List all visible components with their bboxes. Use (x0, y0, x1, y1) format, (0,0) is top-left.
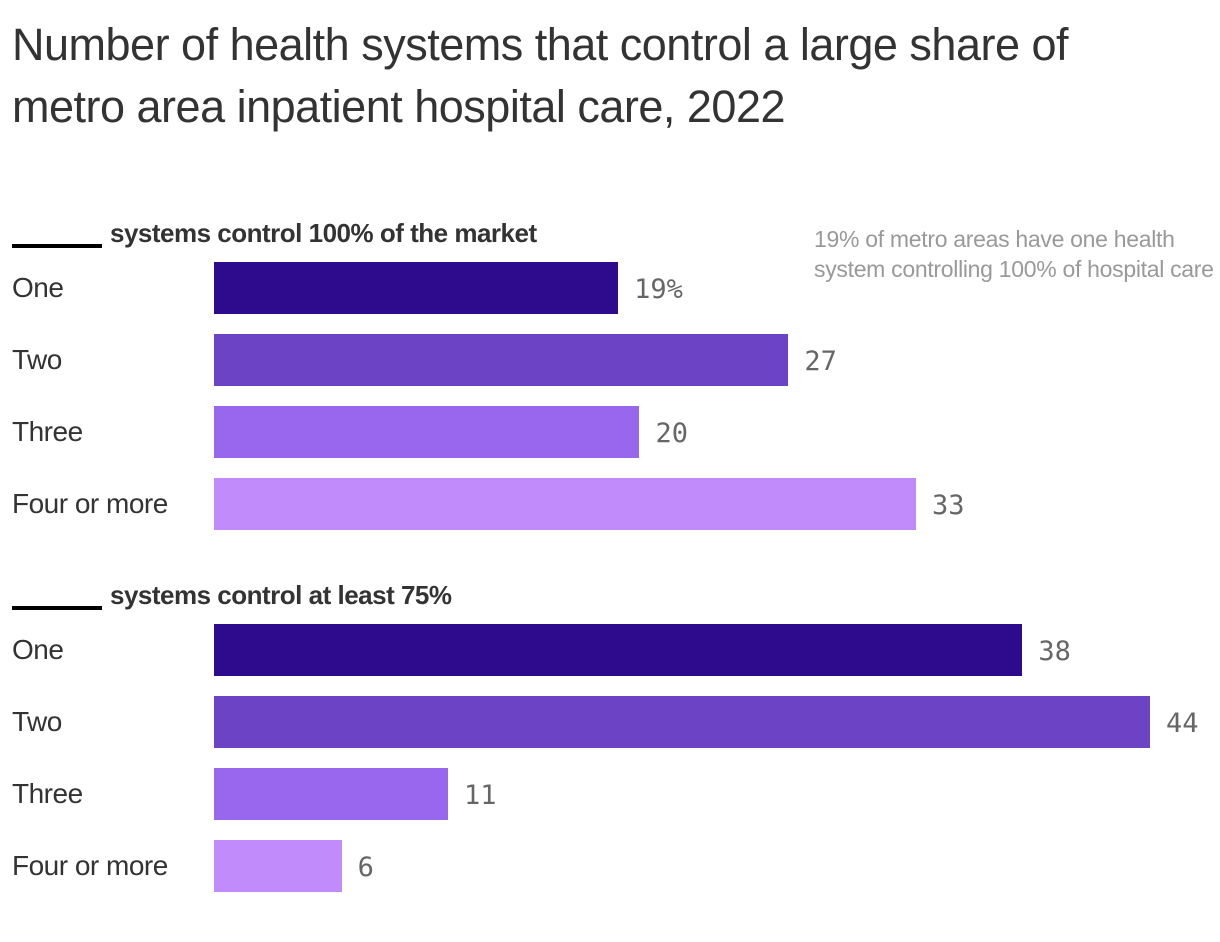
bar (214, 624, 1023, 676)
category-label: Three (12, 416, 83, 447)
blank-line (12, 606, 102, 610)
blank-line (12, 244, 102, 248)
data-label: 33 (932, 490, 965, 521)
data-label: 11 (464, 780, 497, 811)
data-label: 19% (634, 274, 683, 305)
bar (214, 768, 448, 820)
annotation: 19% of metro areas have one health syste… (814, 226, 1214, 282)
category-label: Two (12, 344, 62, 375)
chart-title: Number of health systems that control a … (12, 19, 1069, 132)
data-label: 38 (1038, 636, 1071, 667)
bar (214, 262, 619, 314)
group-heading: systems control 100% of the market (12, 218, 537, 249)
category-label: Four or more (12, 850, 168, 881)
category-label: Two (12, 706, 62, 737)
category-label: One (12, 634, 64, 665)
bar (214, 334, 789, 386)
group-heading-text: systems control 100% of the market (110, 218, 537, 248)
bar (214, 406, 640, 458)
data-label: 27 (804, 346, 837, 377)
data-label: 44 (1166, 708, 1199, 739)
category-label: Three (12, 778, 83, 809)
bar (214, 696, 1150, 748)
bar (214, 478, 916, 530)
bar (214, 840, 342, 892)
category-label: One (12, 272, 64, 303)
category-label: Four or more (12, 488, 168, 519)
data-label: 20 (655, 418, 688, 449)
group-heading: systems control at least 75% (12, 580, 452, 611)
data-label: 6 (357, 852, 374, 883)
group-heading-text: systems control at least 75% (110, 580, 452, 610)
